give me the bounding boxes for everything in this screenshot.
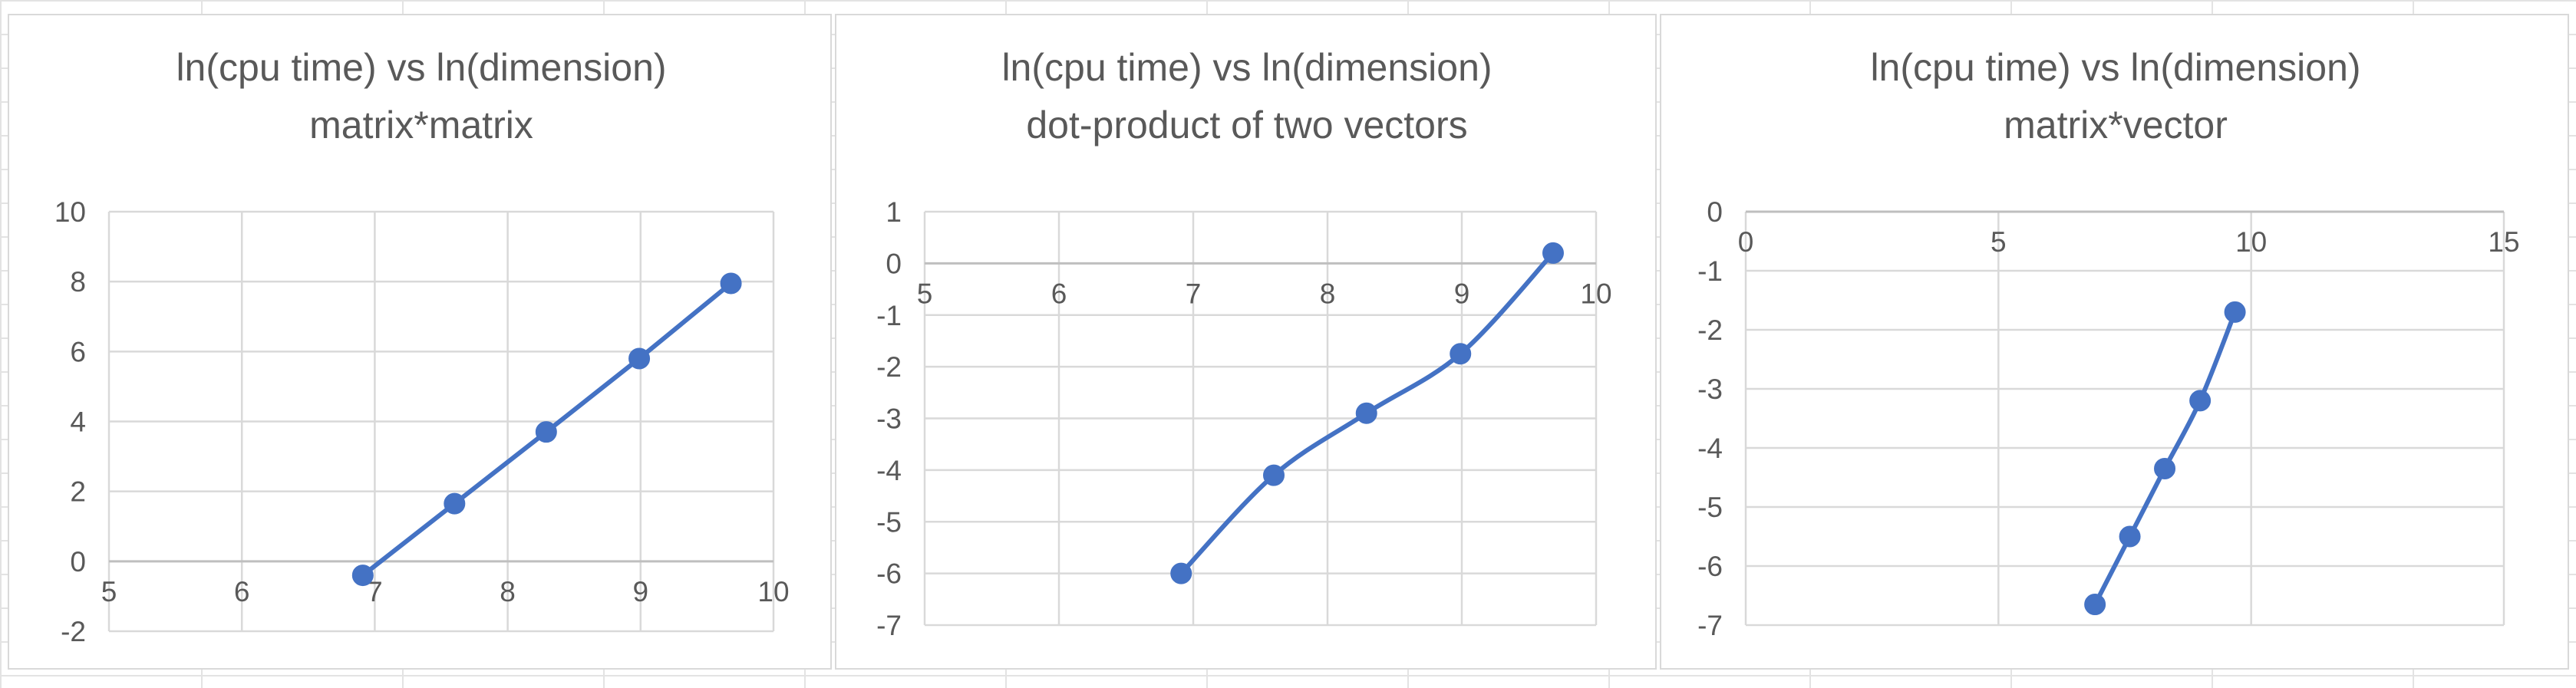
chart-panel-dot-product: ln(cpu time) vs ln(dimension) dot-produc… — [835, 14, 1657, 670]
data-point — [720, 272, 742, 295]
x-tick-label: 10 — [757, 576, 789, 607]
y-tick-label: 10 — [54, 196, 86, 228]
x-tick-label: 7 — [1186, 278, 1202, 309]
x-tick-label: 15 — [2488, 226, 2519, 258]
chart-subtitle: dot-product of two vectors — [1026, 104, 1467, 146]
x-tick-label: 9 — [633, 576, 649, 607]
x-tick-label: 7 — [367, 576, 383, 607]
data-point — [2119, 525, 2141, 548]
data-point — [2084, 594, 2106, 616]
x-tick-label: 8 — [500, 576, 516, 607]
y-tick-label: -4 — [876, 455, 902, 486]
x-tick-label: 5 — [917, 278, 933, 309]
x-tick-label: 10 — [2235, 226, 2267, 258]
y-tick-label: -6 — [876, 558, 902, 590]
data-point — [1263, 464, 1285, 486]
data-point — [535, 421, 557, 443]
y-tick-label: 4 — [70, 407, 86, 438]
chart-svg-matrix-vector: ln(cpu time) vs ln(dimension) matrix*vec… — [1697, 46, 2519, 641]
chart-title: ln(cpu time) vs ln(dimension) — [1870, 46, 2360, 89]
data-point — [2189, 390, 2212, 412]
x-tick-label: 9 — [1454, 278, 1470, 309]
data-point — [1542, 242, 1564, 264]
chart-panel-matrix-matrix: ln(cpu time) vs ln(dimension) matrix*mat… — [8, 14, 832, 670]
x-tick-label: 10 — [1580, 278, 1611, 309]
y-tick-label: -3 — [1697, 374, 1723, 405]
x-tick-label: 5 — [1991, 226, 2007, 258]
data-point — [2224, 301, 2246, 323]
y-tick-label: 2 — [70, 476, 86, 508]
chart-svg-matrix-matrix: ln(cpu time) vs ln(dimension) matrix*mat… — [54, 46, 790, 647]
data-point — [1355, 402, 1377, 424]
data-point — [351, 565, 374, 587]
x-tick-label: 6 — [234, 576, 250, 607]
y-tick-label: -1 — [1697, 255, 1723, 287]
y-tick-label: -3 — [876, 403, 902, 435]
chart-title: ln(cpu time) vs ln(dimension) — [1001, 46, 1492, 89]
y-tick-label: 0 — [70, 546, 86, 578]
x-tick-label: 8 — [1320, 278, 1336, 309]
y-tick-label: -5 — [876, 506, 902, 538]
y-tick-label: 8 — [70, 266, 86, 298]
y-tick-label: -1 — [876, 300, 902, 331]
x-tick-label: 0 — [1738, 226, 1754, 258]
data-point — [444, 492, 466, 515]
y-tick-label: 0 — [886, 248, 902, 279]
data-point — [2154, 457, 2176, 479]
chart-subtitle: matrix*vector — [2004, 104, 2228, 146]
chart-svg-dot-product: ln(cpu time) vs ln(dimension) dot-produc… — [876, 46, 1611, 641]
y-tick-label: -2 — [61, 616, 86, 647]
x-tick-label: 5 — [101, 576, 117, 607]
y-tick-label: -7 — [876, 610, 902, 641]
chart-title: ln(cpu time) vs ln(dimension) — [176, 46, 666, 89]
x-tick-label: 6 — [1051, 278, 1067, 309]
y-tick-label: -5 — [1697, 492, 1723, 523]
chart-panel-matrix-vector: ln(cpu time) vs ln(dimension) matrix*vec… — [1660, 14, 2569, 670]
y-tick-label: 6 — [70, 336, 86, 367]
y-tick-label: -4 — [1697, 433, 1723, 464]
y-tick-label: 1 — [886, 196, 902, 228]
y-tick-label: 0 — [1707, 196, 1723, 228]
chart-subtitle: matrix*matrix — [309, 104, 533, 146]
y-tick-label: -2 — [1697, 314, 1723, 346]
data-point — [1170, 562, 1192, 584]
y-tick-label: -2 — [876, 351, 902, 383]
data-point — [628, 347, 651, 370]
y-tick-label: -6 — [1697, 551, 1723, 582]
data-point — [1450, 343, 1472, 365]
y-tick-label: -7 — [1697, 610, 1723, 641]
